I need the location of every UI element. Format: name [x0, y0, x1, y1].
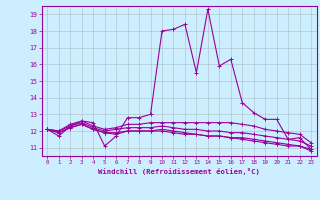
- X-axis label: Windchill (Refroidissement éolien,°C): Windchill (Refroidissement éolien,°C): [98, 168, 260, 175]
